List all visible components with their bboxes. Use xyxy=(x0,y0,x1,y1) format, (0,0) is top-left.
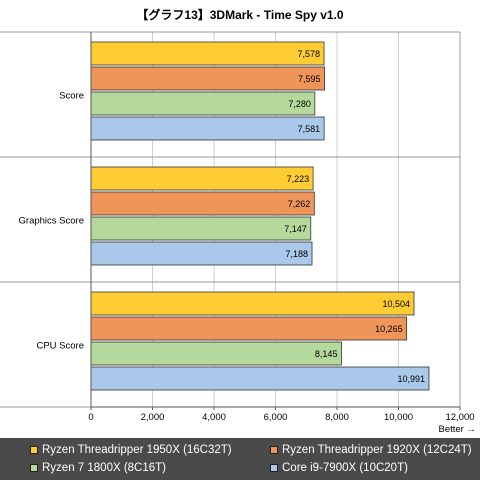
legend-item: Core i9-7900X (10C20T) xyxy=(270,459,408,477)
bar xyxy=(90,91,316,116)
x-tick-label: 4,000 xyxy=(202,412,226,423)
x-tick-label: 12,000 xyxy=(445,412,474,423)
data-label: 7,262 xyxy=(288,199,311,209)
legend-item: Ryzen Threadripper 1920X (12C24T) xyxy=(270,441,472,459)
legend-swatch xyxy=(270,464,278,472)
data-label: 7,223 xyxy=(287,174,310,184)
bar xyxy=(90,216,312,241)
chart: 【グラフ13】3DMark - Time Spy v1.0 Better → S… xyxy=(0,7,477,435)
x-tick-label: 0 xyxy=(88,412,93,423)
bar xyxy=(90,341,342,366)
legend-swatch xyxy=(270,446,278,454)
category-label: CPU Score xyxy=(36,341,84,352)
data-label: 7,188 xyxy=(285,249,308,259)
bar xyxy=(90,291,415,316)
data-label: 10,265 xyxy=(375,324,403,334)
better-annotation: Better → xyxy=(439,424,477,435)
x-tick-label: 10,000 xyxy=(384,412,413,423)
bar xyxy=(90,66,325,91)
data-label: 10,991 xyxy=(397,374,425,384)
legend-label: Core i9-7900X (10C20T) xyxy=(282,462,408,474)
data-label: 8,145 xyxy=(315,349,338,359)
legend-item: Ryzen 7 1800X (8C16T) xyxy=(30,459,166,477)
x-tick-label: 6,000 xyxy=(264,412,288,423)
legend-item: Ryzen Threadripper 1950X (16C32T) xyxy=(30,441,232,459)
data-label: 7,595 xyxy=(298,74,321,84)
data-label: 10,504 xyxy=(382,299,410,309)
legend-label: Ryzen Threadripper 1950X (16C32T) xyxy=(42,444,232,456)
legend-label: Ryzen 7 1800X (8C16T) xyxy=(42,462,167,474)
legend-swatch xyxy=(30,446,38,454)
bar xyxy=(90,366,430,391)
bar xyxy=(90,316,408,341)
data-label: 7,578 xyxy=(297,49,320,59)
category-label: Score xyxy=(59,91,84,102)
x-tick-label: 2,000 xyxy=(141,412,165,423)
bar xyxy=(90,116,325,141)
x-tick-label: 8,000 xyxy=(325,412,349,423)
legend: Ryzen Threadripper 1950X (16C32T) Ryzen T… xyxy=(0,438,480,480)
bar xyxy=(90,191,315,216)
data-label: 7,280 xyxy=(288,99,311,109)
category-label: Graphics Score xyxy=(19,216,84,227)
bar xyxy=(90,166,314,191)
legend-label: Ryzen Threadripper 1920X (12C24T) xyxy=(282,444,472,456)
bar xyxy=(90,241,313,266)
bar xyxy=(90,41,325,66)
legend-swatch xyxy=(30,464,38,472)
chart-title: 【グラフ13】3DMark - Time Spy v1.0 xyxy=(136,7,344,22)
data-label: 7,581 xyxy=(298,124,321,134)
data-label: 7,147 xyxy=(284,224,307,234)
